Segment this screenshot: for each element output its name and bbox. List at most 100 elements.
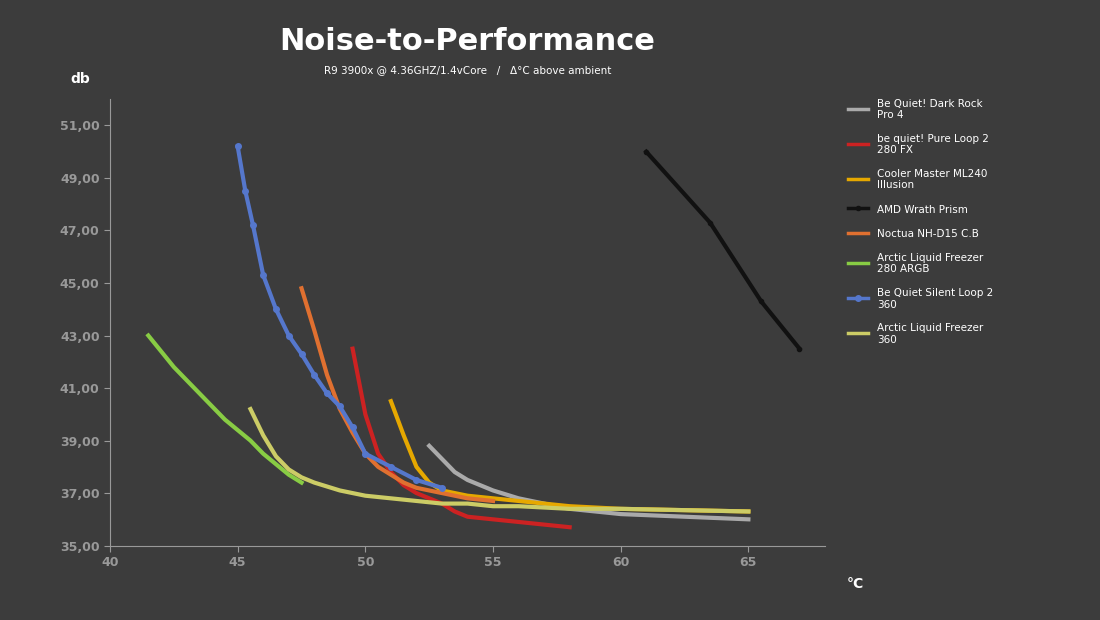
- Arctic Liquid Freezer
280 ARGB: [244, 437, 257, 445]
- Be Quiet Silent Loop 2
360: [256, 272, 270, 279]
- Arctic Liquid Freezer
360: [512, 502, 525, 510]
- Arctic Liquid Freezer
280 ARGB: [270, 461, 283, 468]
- be quiet! Pure Loop 2
280 FX: [448, 508, 461, 515]
- Be Quiet Silent Loop 2
360: [282, 332, 295, 339]
- be quiet! Pure Loop 2
280 FX: [436, 500, 449, 507]
- be quiet! Pure Loop 2
280 FX: [486, 516, 499, 523]
- Be Quiet Silent Loop 2
360: [359, 450, 372, 458]
- Arctic Liquid Freezer
360: [270, 453, 283, 460]
- Legend: Be Quiet! Dark Rock
Pro 4, be quiet! Pure Loop 2
280 FX, Cooler Master ML240
Ill: Be Quiet! Dark Rock Pro 4, be quiet! Pur…: [845, 95, 997, 348]
- Arctic Liquid Freezer
280 ARGB: [218, 416, 231, 423]
- Arctic Liquid Freezer
360: [563, 505, 576, 513]
- be quiet! Pure Loop 2
280 FX: [538, 521, 551, 528]
- Be Quiet! Dark Rock
Pro 4: [741, 516, 755, 523]
- Noctua NH-D15 C.B: [359, 450, 372, 458]
- be quiet! Pure Loop 2
280 FX: [372, 450, 385, 458]
- Line: Arctic Liquid Freezer
360: Arctic Liquid Freezer 360: [251, 409, 748, 512]
- Line: Be Quiet! Dark Rock
Pro 4: Be Quiet! Dark Rock Pro 4: [429, 446, 748, 520]
- Be Quiet Silent Loop 2
360: [270, 306, 283, 313]
- Line: be quiet! Pure Loop 2
280 FX: be quiet! Pure Loop 2 280 FX: [353, 348, 570, 527]
- be quiet! Pure Loop 2
280 FX: [346, 345, 360, 352]
- Be Quiet Silent Loop 2
360: [231, 143, 244, 150]
- Noctua NH-D15 C.B: [486, 497, 499, 505]
- Be Quiet! Dark Rock
Pro 4: [422, 442, 436, 450]
- Noctua NH-D15 C.B: [384, 471, 397, 479]
- Be Quiet! Dark Rock
Pro 4: [538, 500, 551, 507]
- Arctic Liquid Freezer
360: [436, 500, 449, 507]
- Arctic Liquid Freezer
280 ARGB: [295, 479, 308, 486]
- Noctua NH-D15 C.B: [308, 327, 321, 334]
- Noctua NH-D15 C.B: [461, 495, 474, 502]
- Cooler Master ML240
Illusion: [461, 492, 474, 500]
- Be Quiet! Dark Rock
Pro 4: [614, 510, 627, 518]
- Arctic Liquid Freezer
360: [295, 474, 308, 481]
- Arctic Liquid Freezer
280 ARGB: [231, 427, 244, 434]
- Noctua NH-D15 C.B: [410, 484, 424, 492]
- Be Quiet Silent Loop 2
360: [320, 389, 333, 397]
- Be Quiet Silent Loop 2
360: [410, 476, 424, 484]
- Be Quiet! Dark Rock
Pro 4: [436, 455, 449, 463]
- Cooler Master ML240
Illusion: [512, 497, 525, 505]
- Cooler Master ML240
Illusion: [741, 508, 755, 515]
- Arctic Liquid Freezer
280 ARGB: [167, 363, 180, 371]
- be quiet! Pure Loop 2
280 FX: [422, 495, 436, 502]
- be quiet! Pure Loop 2
280 FX: [397, 482, 410, 489]
- Cooler Master ML240
Illusion: [410, 463, 424, 471]
- Be Quiet Silent Loop 2
360: [333, 403, 346, 410]
- AMD Wrath Prism: [755, 298, 768, 305]
- Cooler Master ML240
Illusion: [614, 505, 627, 513]
- Text: db: db: [70, 73, 90, 86]
- AMD Wrath Prism: [640, 148, 653, 156]
- Be Quiet Silent Loop 2
360: [436, 484, 449, 492]
- Arctic Liquid Freezer
360: [461, 500, 474, 507]
- Line: Cooler Master ML240
Illusion: Cooler Master ML240 Illusion: [390, 401, 748, 511]
- Line: Noctua NH-D15 C.B: Noctua NH-D15 C.B: [301, 288, 493, 501]
- Arctic Liquid Freezer
280 ARGB: [142, 332, 155, 339]
- Arctic Liquid Freezer
360: [359, 492, 372, 500]
- Be Quiet Silent Loop 2
360: [308, 371, 321, 379]
- Noctua NH-D15 C.B: [333, 405, 346, 413]
- Cooler Master ML240
Illusion: [436, 487, 449, 494]
- Line: AMD Wrath Prism: AMD Wrath Prism: [645, 149, 802, 351]
- Arctic Liquid Freezer
360: [410, 497, 424, 505]
- Noctua NH-D15 C.B: [320, 371, 333, 379]
- Arctic Liquid Freezer
280 ARGB: [282, 471, 295, 479]
- Text: R9 3900x @ 4.36GHZ/1.4vCore   /   Δ°C above ambient: R9 3900x @ 4.36GHZ/1.4vCore / Δ°C above …: [323, 65, 612, 75]
- Line: Be Quiet Silent Loop 2
360: Be Quiet Silent Loop 2 360: [235, 144, 444, 490]
- Be Quiet Silent Loop 2
360: [246, 221, 260, 229]
- Cooler Master ML240
Illusion: [486, 495, 499, 502]
- Arctic Liquid Freezer
280 ARGB: [180, 376, 194, 384]
- Arctic Liquid Freezer
360: [741, 508, 755, 515]
- Cooler Master ML240
Illusion: [422, 479, 436, 486]
- Be Quiet! Dark Rock
Pro 4: [512, 495, 525, 502]
- Arctic Liquid Freezer
360: [384, 495, 397, 502]
- Arctic Liquid Freezer
360: [256, 432, 270, 439]
- Be Quiet! Dark Rock
Pro 4: [563, 505, 576, 513]
- Be Quiet Silent Loop 2
360: [384, 463, 397, 471]
- Be Quiet! Dark Rock
Pro 4: [486, 487, 499, 494]
- Text: Noise-to-Performance: Noise-to-Performance: [279, 27, 656, 56]
- be quiet! Pure Loop 2
280 FX: [461, 513, 474, 520]
- Be Quiet Silent Loop 2
360: [295, 350, 308, 358]
- Noctua NH-D15 C.B: [372, 463, 385, 471]
- Be Quiet Silent Loop 2
360: [239, 187, 252, 195]
- be quiet! Pure Loop 2
280 FX: [563, 523, 576, 531]
- Arctic Liquid Freezer
280 ARGB: [154, 348, 167, 355]
- Noctua NH-D15 C.B: [295, 285, 308, 292]
- Cooler Master ML240
Illusion: [397, 432, 410, 439]
- Arctic Liquid Freezer
360: [614, 505, 627, 513]
- Noctua NH-D15 C.B: [436, 489, 449, 497]
- Cooler Master ML240
Illusion: [563, 502, 576, 510]
- Noctua NH-D15 C.B: [346, 429, 360, 436]
- Arctic Liquid Freezer
280 ARGB: [256, 450, 270, 458]
- Noctua NH-D15 C.B: [397, 479, 410, 486]
- Arctic Liquid Freezer
360: [333, 487, 346, 494]
- Arctic Liquid Freezer
360: [486, 502, 499, 510]
- AMD Wrath Prism: [793, 345, 806, 352]
- Arctic Liquid Freezer
360: [308, 479, 321, 486]
- Be Quiet! Dark Rock
Pro 4: [461, 476, 474, 484]
- be quiet! Pure Loop 2
280 FX: [359, 410, 372, 418]
- Arctic Liquid Freezer
360: [244, 405, 257, 413]
- Be Quiet Silent Loop 2
360: [346, 423, 360, 431]
- Arctic Liquid Freezer
280 ARGB: [192, 389, 206, 397]
